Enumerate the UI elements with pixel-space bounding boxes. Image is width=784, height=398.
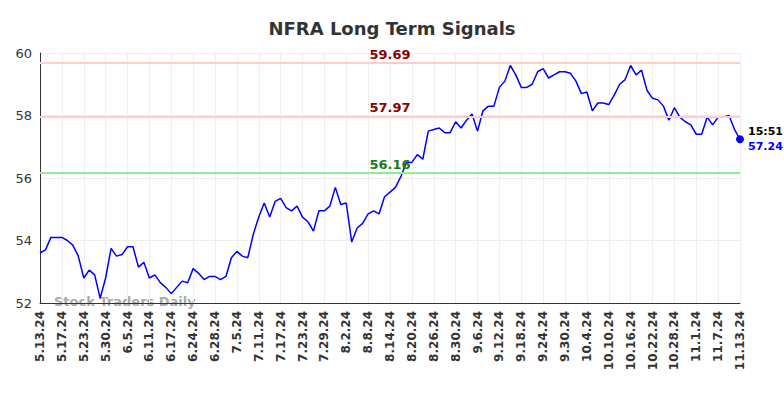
svg-text:5.13.24: 5.13.24 bbox=[33, 311, 47, 362]
svg-text:11.13.24: 11.13.24 bbox=[733, 311, 747, 370]
svg-text:8.14.24: 8.14.24 bbox=[383, 311, 397, 362]
svg-text:11.1.24: 11.1.24 bbox=[689, 311, 703, 362]
svg-text:10.16.24: 10.16.24 bbox=[624, 311, 638, 370]
svg-text:8.26.24: 8.26.24 bbox=[427, 311, 441, 362]
svg-text:9.6.24: 9.6.24 bbox=[471, 311, 485, 354]
svg-text:5.17.24: 5.17.24 bbox=[55, 311, 69, 362]
svg-text:6.24.24: 6.24.24 bbox=[186, 311, 200, 362]
svg-text:7.17.24: 7.17.24 bbox=[274, 311, 288, 362]
svg-text:Stock Traders Daily: Stock Traders Daily bbox=[54, 294, 196, 309]
svg-text:57.97: 57.97 bbox=[369, 100, 410, 115]
svg-text:10.28.24: 10.28.24 bbox=[667, 311, 681, 370]
svg-text:56.16: 56.16 bbox=[369, 157, 410, 172]
svg-text:8.8.24: 8.8.24 bbox=[361, 311, 375, 354]
svg-text:7.23.24: 7.23.24 bbox=[296, 311, 310, 362]
svg-text:7.5.24: 7.5.24 bbox=[230, 311, 244, 354]
svg-text:59.69: 59.69 bbox=[369, 47, 410, 62]
svg-text:9.12.24: 9.12.24 bbox=[492, 311, 506, 362]
svg-text:7.29.24: 7.29.24 bbox=[317, 311, 331, 362]
svg-text:7.11.24: 7.11.24 bbox=[252, 311, 266, 362]
svg-text:5.30.24: 5.30.24 bbox=[99, 311, 113, 362]
svg-text:9.24.24: 9.24.24 bbox=[536, 311, 550, 362]
svg-text:57.24: 57.24 bbox=[748, 140, 783, 153]
svg-text:58: 58 bbox=[15, 108, 32, 123]
svg-text:8.20.24: 8.20.24 bbox=[405, 311, 419, 362]
svg-text:8.2.24: 8.2.24 bbox=[339, 311, 353, 354]
svg-text:6.17.24: 6.17.24 bbox=[164, 311, 178, 362]
svg-text:9.18.24: 9.18.24 bbox=[514, 311, 528, 362]
svg-text:10.10.24: 10.10.24 bbox=[602, 311, 616, 370]
svg-text:60: 60 bbox=[15, 46, 32, 61]
svg-text:54: 54 bbox=[15, 233, 32, 248]
svg-text:6.5.24: 6.5.24 bbox=[121, 311, 135, 354]
svg-text:5.23.24: 5.23.24 bbox=[77, 311, 91, 362]
svg-text:10.22.24: 10.22.24 bbox=[646, 311, 660, 370]
svg-text:9.30.24: 9.30.24 bbox=[558, 311, 572, 362]
svg-text:NFRA Long Term Signals: NFRA Long Term Signals bbox=[268, 18, 515, 39]
svg-text:10.4.24: 10.4.24 bbox=[580, 311, 594, 362]
svg-text:52: 52 bbox=[15, 296, 32, 311]
svg-text:56: 56 bbox=[15, 171, 32, 186]
svg-text:8.30.24: 8.30.24 bbox=[449, 311, 463, 362]
svg-text:6.28.24: 6.28.24 bbox=[208, 311, 222, 362]
svg-text:6.11.24: 6.11.24 bbox=[142, 311, 156, 362]
svg-text:11.7.24: 11.7.24 bbox=[711, 311, 725, 362]
svg-text:15:51: 15:51 bbox=[748, 125, 783, 138]
